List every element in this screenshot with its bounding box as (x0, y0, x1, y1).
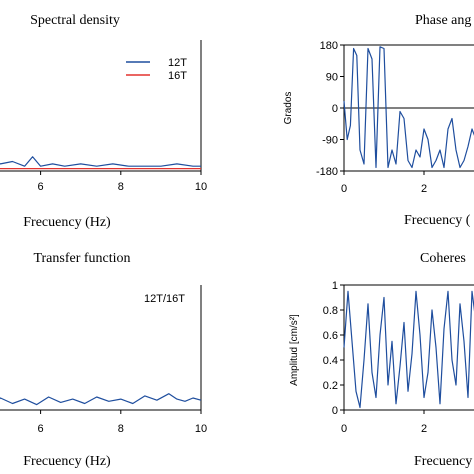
x-tick-label: 0 (341, 183, 347, 195)
x-tick-label: 8 (118, 181, 124, 193)
coherence-title: Coheres (420, 251, 466, 266)
x-tick-label: 2 (421, 183, 427, 195)
spectral-title: Spectral density (30, 13, 120, 28)
x-tick-label: 6 (38, 181, 44, 193)
coherence-plot: 0 2 1 0.8 0.6 0.4 0.2 0 (323, 280, 474, 435)
y-tick-label: -90 (322, 135, 338, 147)
phase-plot: 0 2 180 90 0 -90 -180 (316, 40, 474, 195)
phase-xlabel: Frecuency ( (404, 213, 471, 228)
transfer-annotation: 12T/16T (144, 293, 185, 305)
legend-label-12t: 12T (168, 57, 187, 69)
y-tick-label: 0.2 (323, 380, 338, 392)
x-tick-label: 6 (38, 423, 44, 435)
series-line-12t (0, 156, 201, 167)
y-tick-label: -180 (316, 166, 338, 178)
transfer-title: Transfer function (33, 251, 130, 266)
y-tick-label: 90 (326, 72, 338, 84)
panel-transfer-function: Transfer function 6 8 10 12T/16T Frecuency… (0, 251, 207, 469)
x-tick-label: 8 (118, 423, 124, 435)
spectral-plot: 6 8 10 (0, 40, 207, 193)
series-line-main (0, 393, 202, 406)
y-tick-label: 0 (332, 103, 338, 115)
series-line-16t (0, 168, 201, 170)
series-line-main (343, 46, 474, 169)
y-tick-label: 0.6 (323, 330, 338, 342)
transfer-plot: 6 8 10 (0, 285, 207, 435)
coherence-ylabel: Amplitud [cm/s²] (289, 314, 300, 386)
panel-spectral-density: Spectral density 6 8 10 12T 16T Frecuency … (0, 13, 207, 230)
x-tick-label: 10 (195, 181, 207, 193)
x-tick-label: 2 (421, 423, 427, 435)
x-tick-label: 10 (195, 423, 207, 435)
y-tick-label: 1 (332, 280, 338, 292)
x-tick-label: 0 (341, 423, 347, 435)
panel-phase-angle: Phase ang 0 2 180 90 0 -90 -180 Grados Frecuen… (283, 13, 474, 228)
y-tick-label: 180 (320, 40, 338, 52)
coherence-xlabel: Frecuency (414, 454, 472, 469)
phase-ylabel: Grados (283, 92, 294, 125)
y-tick-label: 0.4 (323, 355, 338, 367)
legend-label-16t: 16T (168, 70, 187, 82)
series-line-main (343, 290, 474, 409)
panel-coherence: Coheres 0 2 1 0.8 0.6 0.4 0.2 0 Amplitud [cm/s²… (289, 251, 474, 469)
y-tick-label: 0.8 (323, 305, 338, 317)
y-tick-label: 0 (332, 405, 338, 417)
spectral-xlabel: Frecuency (Hz) (23, 215, 111, 230)
transfer-xlabel: Frecuency (Hz) (23, 454, 111, 469)
phase-title: Phase ang (415, 13, 471, 28)
